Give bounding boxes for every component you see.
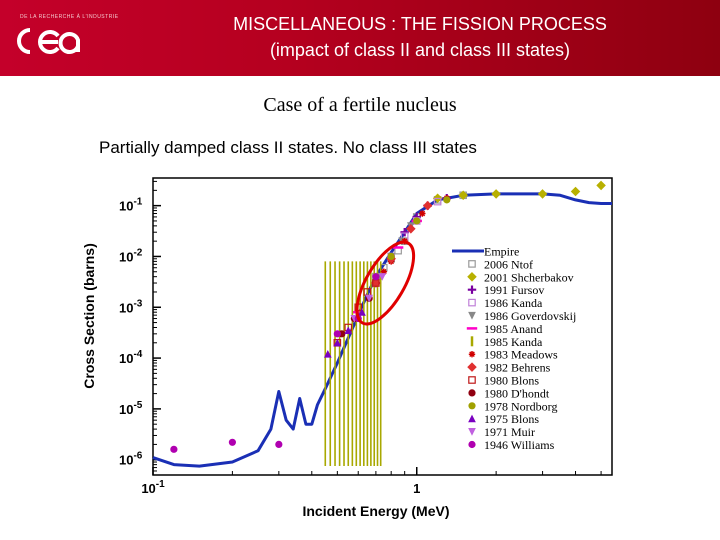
legend-swatch-3 (467, 285, 477, 294)
point-12-0 (387, 252, 395, 261)
legend-swatch-4 (468, 298, 476, 307)
point-2-1 (458, 190, 468, 201)
series-14 (350, 273, 387, 323)
legend-swatch-10 (468, 376, 476, 384)
legend-swatch-13 (468, 414, 476, 423)
series-0 (152, 192, 612, 468)
point-14-2 (378, 273, 387, 281)
point-15-3 (333, 330, 341, 338)
x-tick-label-1: 1 (413, 481, 420, 496)
legend-label-8: 1983 Meadows (484, 348, 558, 362)
slide-title-line2: (impact of class II and class III states… (269, 40, 571, 60)
legend-swatch-2 (467, 272, 477, 282)
slide-title-line1: MISCELLANEOUS : THE FISSION PROCESS (233, 14, 607, 34)
point-9-2 (406, 224, 416, 234)
legend-label-2: 2001 Shcherbakov (484, 270, 574, 284)
point-13-3 (358, 308, 366, 316)
legend-label-14: 1971 Muir (484, 425, 535, 439)
plot-frame (152, 177, 613, 476)
legend-swatch-9 (467, 362, 477, 372)
cea-logo (17, 28, 80, 54)
chart-title: Partially damped class II states. No cla… (99, 138, 477, 157)
point-15-1 (228, 438, 236, 446)
series-2 (432, 180, 606, 203)
legend-swatch-12 (468, 402, 476, 410)
point-15-2 (275, 440, 283, 449)
legend-label-15: 1946 Williams (484, 438, 555, 452)
axis-ticks: 10-6 10-5 10-4 10-3 10-2 10-1 10-1 1 (119, 180, 602, 496)
slide-subtitle: Case of a fertile nucleus (263, 94, 457, 116)
series-13 (323, 308, 366, 358)
point-15-0 (170, 445, 178, 453)
y-tick-label-3: 10-3 (119, 298, 143, 315)
point-2-5 (596, 180, 606, 191)
legend-swatch-5 (468, 311, 476, 320)
point-13-1 (333, 338, 342, 347)
legend-label-1: 2006 Ntof (484, 257, 533, 271)
legend-label-11: 1980 D'hondt (484, 386, 550, 400)
point-12-1 (413, 217, 421, 225)
logo-tagline: DE LA RECHERCHE À L'INDUSTRIE (20, 14, 119, 20)
series-7 (324, 261, 382, 467)
highlight-ellipse (355, 240, 416, 326)
legend-label-0: Empire (484, 245, 519, 259)
point-9-3 (422, 200, 433, 211)
point-13-2 (344, 326, 353, 335)
point-8-3 (419, 210, 426, 217)
y-tick-label-1: 10-5 (119, 400, 143, 417)
y-tick-label-4: 10-2 (119, 247, 143, 264)
legend-label-7: 1985 Kanda (484, 335, 543, 349)
series-layer (152, 180, 612, 468)
y-tick-label-0: 10-6 (119, 451, 143, 468)
y-tick-label-5: 10-1 (119, 197, 143, 214)
point-15-5 (372, 273, 380, 281)
point-2-3 (537, 189, 548, 199)
series-12 (387, 196, 451, 261)
point-8-0 (380, 268, 387, 275)
point-13-0 (323, 349, 332, 358)
legend-label-6: 1985 Anand (484, 322, 542, 336)
point-3-0 (400, 228, 409, 237)
point-2-2 (491, 189, 501, 199)
point-14-1 (365, 294, 373, 303)
y-axis-label: Cross Section (barns) (81, 243, 97, 388)
legend-label-9: 1982 Behrens (484, 361, 551, 375)
header-banner: DE LA RECHERCHE À L'INDUSTRIE MISCELLANE… (0, 0, 720, 76)
legend-label-13: 1975 Blons (484, 412, 539, 426)
point-2-4 (570, 186, 581, 197)
legend-label-10: 1980 Blons (484, 374, 539, 388)
legend-label-12: 1978 Nordborg (484, 399, 557, 413)
legend-swatch-8 (468, 351, 476, 358)
empire-curve (152, 192, 612, 468)
point-4-3 (433, 197, 442, 206)
legend-swatch-15 (468, 440, 476, 449)
x-tick-label-0: 10-1 (141, 479, 165, 496)
legend-label-5: 1986 Goverdovskij (484, 309, 576, 323)
legend-label-4: 1986 Kanda (484, 296, 543, 310)
legend-swatch-1 (468, 260, 476, 268)
series-1 (372, 191, 467, 281)
legend-swatch-14 (468, 427, 476, 436)
x-axis-label: Incident Energy (MeV) (302, 503, 449, 519)
y-tick-label-2: 10-4 (119, 349, 143, 366)
legend-swatch-11 (468, 389, 476, 397)
point-12-2 (443, 196, 451, 204)
legend-label-3: 1991 Fursov (484, 283, 544, 297)
